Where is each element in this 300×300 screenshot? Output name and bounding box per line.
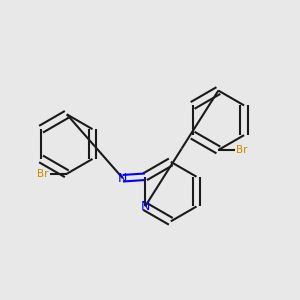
Text: N: N: [118, 172, 128, 185]
Text: Br: Br: [236, 145, 248, 155]
Text: Br: Br: [38, 169, 49, 179]
Text: N: N: [140, 200, 150, 213]
